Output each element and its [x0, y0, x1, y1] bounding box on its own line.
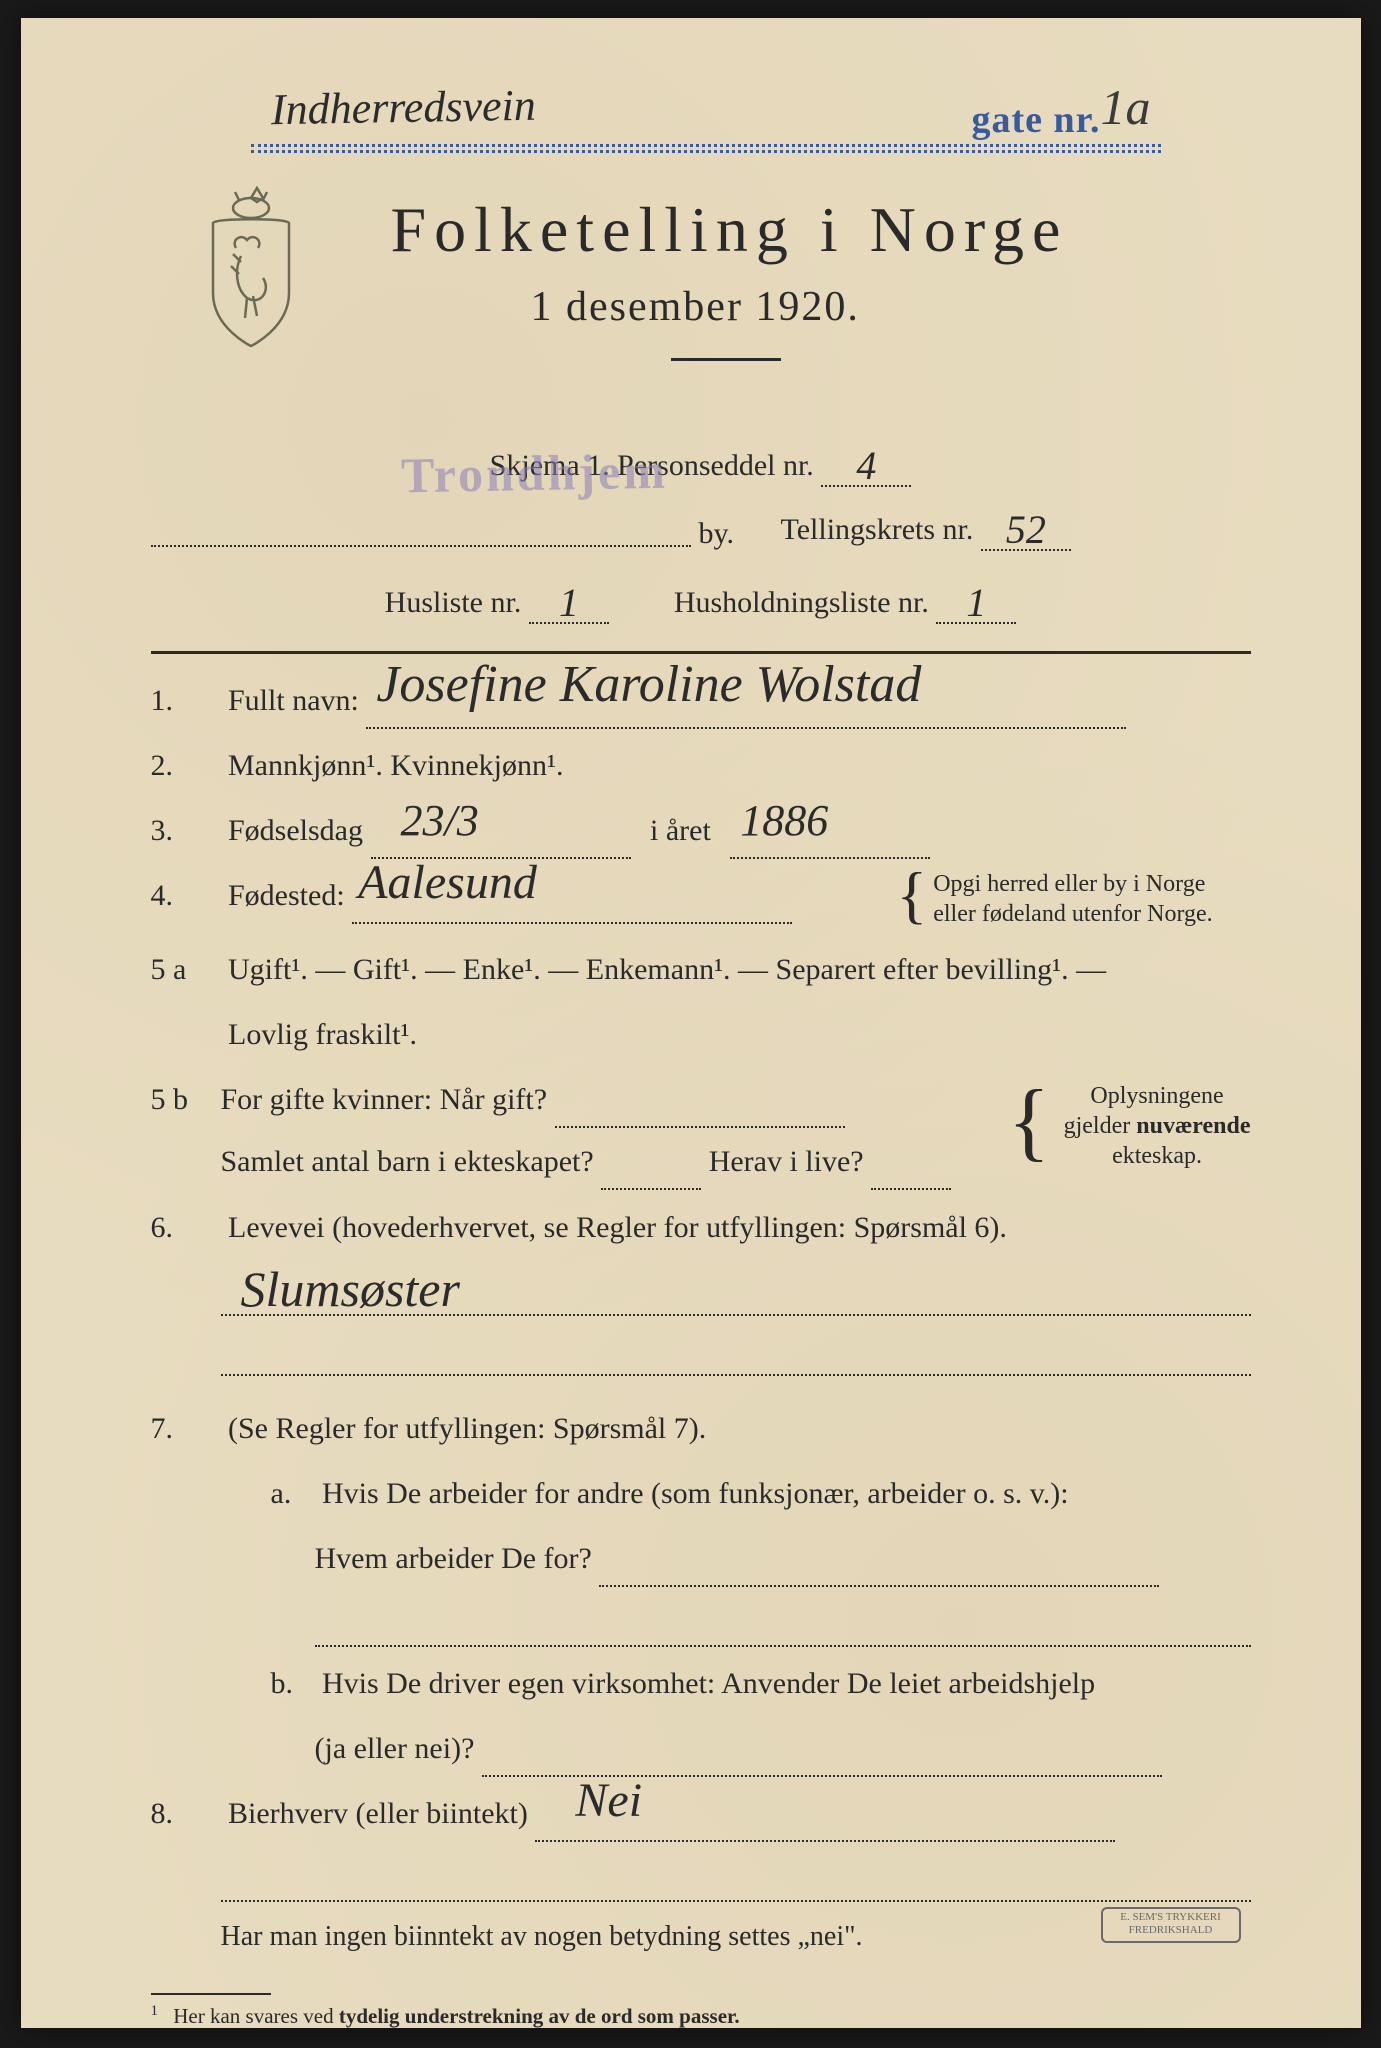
q8-value: Nei	[575, 1755, 642, 1846]
q4-note2: eller fødeland utenfor Norge.	[933, 901, 1212, 927]
q3-label1: Fødselsdag	[228, 814, 363, 847]
q7-row: 7. (Se Regler for utfyllingen: Spørsmål …	[151, 1400, 1251, 1457]
q7a-row2: Hvem arbeider De for?	[315, 1530, 1251, 1587]
footnote: 1 Her kan svares ved tydelig understrekn…	[151, 2003, 1251, 2029]
q6-num: 6.	[151, 1199, 221, 1256]
printer-l1: E. SEM'S TRYKKERI	[1120, 1911, 1221, 1923]
meta-line-1: Trondhjem Skjema 1. Personseddel nr. 4	[151, 438, 1251, 493]
q5b-l2b: Herav i live?	[709, 1145, 864, 1178]
form-date: 1 desember 1920.	[531, 283, 860, 331]
q7-num: 7.	[151, 1400, 221, 1457]
personseddel-nr: 4	[856, 443, 876, 488]
q7b-label: b.	[271, 1655, 315, 1712]
q8-blank	[221, 1860, 1251, 1902]
street-stamp-text: gate nr.	[971, 98, 1100, 142]
q8-label: Bierhverv (eller biintekt)	[228, 1797, 528, 1830]
q4-note1: Opgi herred eller by i Norge	[933, 871, 1205, 897]
q4-label: Fødested:	[228, 879, 345, 912]
husliste-label: Husliste nr.	[385, 586, 522, 619]
coat-of-arms-icon	[191, 178, 311, 348]
q5b-num: 5 b	[151, 1071, 221, 1128]
q5b-note3: ekteskap.	[1112, 1143, 1202, 1169]
q7b-l1: Hvis De driver egen virksomhet: Anvender…	[322, 1667, 1095, 1700]
header: Indherredsvein gate nr. 1a Folketelling …	[151, 78, 1251, 418]
street-underline	[251, 150, 1161, 153]
by-label: by.	[699, 517, 735, 551]
q7a-l2: Hvem arbeider De for?	[315, 1542, 592, 1575]
q4-num: 4.	[151, 867, 221, 924]
meta-line-2: by. Tellingskrets nr. 52	[151, 497, 1251, 555]
q8-row: 8. Bierhverv (eller biintekt) Nei	[151, 1785, 1251, 1842]
q2-num: 2.	[151, 737, 221, 794]
city-blank-line	[151, 517, 691, 547]
q7a-blank	[315, 1605, 1251, 1647]
q7a-l1: Hvis De arbeider for andre (som funksjon…	[322, 1477, 1069, 1510]
tellingskrets-label: Tellingskrets nr.	[781, 513, 974, 546]
q5a-num: 5 a	[151, 941, 221, 998]
q5a-row2: Lovlig fraskilt¹.	[151, 1006, 1251, 1063]
printer-stamp: E. SEM'S TRYKKERI FREDRIKSHALD	[1101, 1907, 1241, 1943]
street-address-line: Indherredsvein gate nr. 1a	[271, 108, 1131, 163]
q5a-text2: Lovlig fraskilt¹.	[228, 1018, 417, 1051]
form-meta-block: Trondhjem Skjema 1. Personseddel nr. 4 b…	[151, 438, 1251, 633]
q4-row: 4. Fødested: Aalesund { Opgi herred elle…	[151, 867, 1251, 933]
meta-line-3: Husliste nr. 1 Husholdningsliste nr. 1	[151, 575, 1251, 633]
footnote-marker: 1	[151, 2003, 159, 2019]
q3-num: 3.	[151, 802, 221, 859]
q4-value: Aalesund	[358, 837, 537, 928]
q3-label2: i året	[650, 814, 711, 847]
q6-row: 6. Levevei (hovederhvervet, se Regler fo…	[151, 1199, 1251, 1256]
tellingskrets-nr: 52	[1006, 507, 1046, 552]
city-stamp: Trondhjem	[400, 442, 668, 505]
q5a-text: Ugift¹. — Gift¹. — Enke¹. — Enkemann¹. —…	[228, 953, 1106, 986]
q7-label: (Se Regler for utfyllingen: Spørsmål 7).	[228, 1412, 706, 1445]
q5b-note1: Oplysningene	[1090, 1083, 1223, 1109]
census-form-page: Indherredsvein gate nr. 1a Folketelling …	[21, 18, 1361, 2028]
q6-label: Levevei (hovederhvervet, se Regler for u…	[228, 1211, 1007, 1244]
q1-row: 1. Fullt navn: Josefine Karoline Wolstad	[151, 672, 1251, 729]
footnote-rule	[151, 1993, 271, 1995]
street-underline	[251, 144, 1161, 147]
q6-value: Slumsøster	[241, 1260, 460, 1318]
q1-num: 1.	[151, 672, 221, 729]
q2-row: 2. Mannkjønn¹. Kvinnekjønn¹.	[151, 737, 1251, 794]
q7a-row: a. Hvis De arbeider for andre (som funks…	[271, 1465, 1251, 1522]
q8-num: 8.	[151, 1785, 221, 1842]
q7b-l2: (ja eller nei)?	[315, 1732, 475, 1765]
q4-note: { Opgi herred eller by i Norge eller fød…	[891, 869, 1251, 929]
husliste-nr: 1	[559, 580, 579, 625]
title-divider	[671, 358, 781, 361]
husholdningsliste-nr: 1	[966, 580, 986, 625]
q5b-l1: For gifte kvinner: Når gift?	[221, 1083, 548, 1116]
q2-label: Mannkjønn¹. Kvinnekjønn¹.	[228, 749, 563, 782]
q7b-row: b. Hvis De driver egen virksomhet: Anven…	[271, 1655, 1251, 1712]
q5b-row: 5 b For gifte kvinner: Når gift? Samlet …	[151, 1071, 1251, 1191]
footnote-text: Her kan svares ved tydelig understreknin…	[173, 2004, 739, 2028]
street-handwritten: Indherredsvein	[270, 80, 536, 136]
q5a-row: 5 a Ugift¹. — Gift¹. — Enke¹. — Enkemann…	[151, 941, 1251, 998]
street-number-handwritten: 1a	[1101, 78, 1151, 136]
q5b-note2: gjelder nuværende	[1064, 1113, 1251, 1139]
q6-blank-line	[221, 1334, 1251, 1376]
q1-label: Fullt navn:	[228, 684, 359, 717]
q7a-label: a.	[271, 1465, 315, 1522]
husholdningsliste-label: Husholdningsliste nr.	[674, 586, 929, 619]
q8-note: Har man ingen biinntekt av nogen betydni…	[221, 1910, 1251, 1963]
q5b-l2a: Samlet antal barn i ekteskapet?	[221, 1145, 594, 1178]
q1-value: Josefine Karoline Wolstad	[376, 636, 921, 735]
form-title: Folketelling i Norge	[391, 193, 1069, 267]
q3-year: 1886	[740, 779, 828, 863]
q3-row: 3. Fødselsdag 23/3 i året 1886	[151, 802, 1251, 859]
q6-value-line: Slumsøster	[221, 1274, 1251, 1316]
q7b-row2: (ja eller nei)?	[315, 1720, 1251, 1777]
printer-l2: FREDRIKSHALD	[1129, 1924, 1213, 1936]
